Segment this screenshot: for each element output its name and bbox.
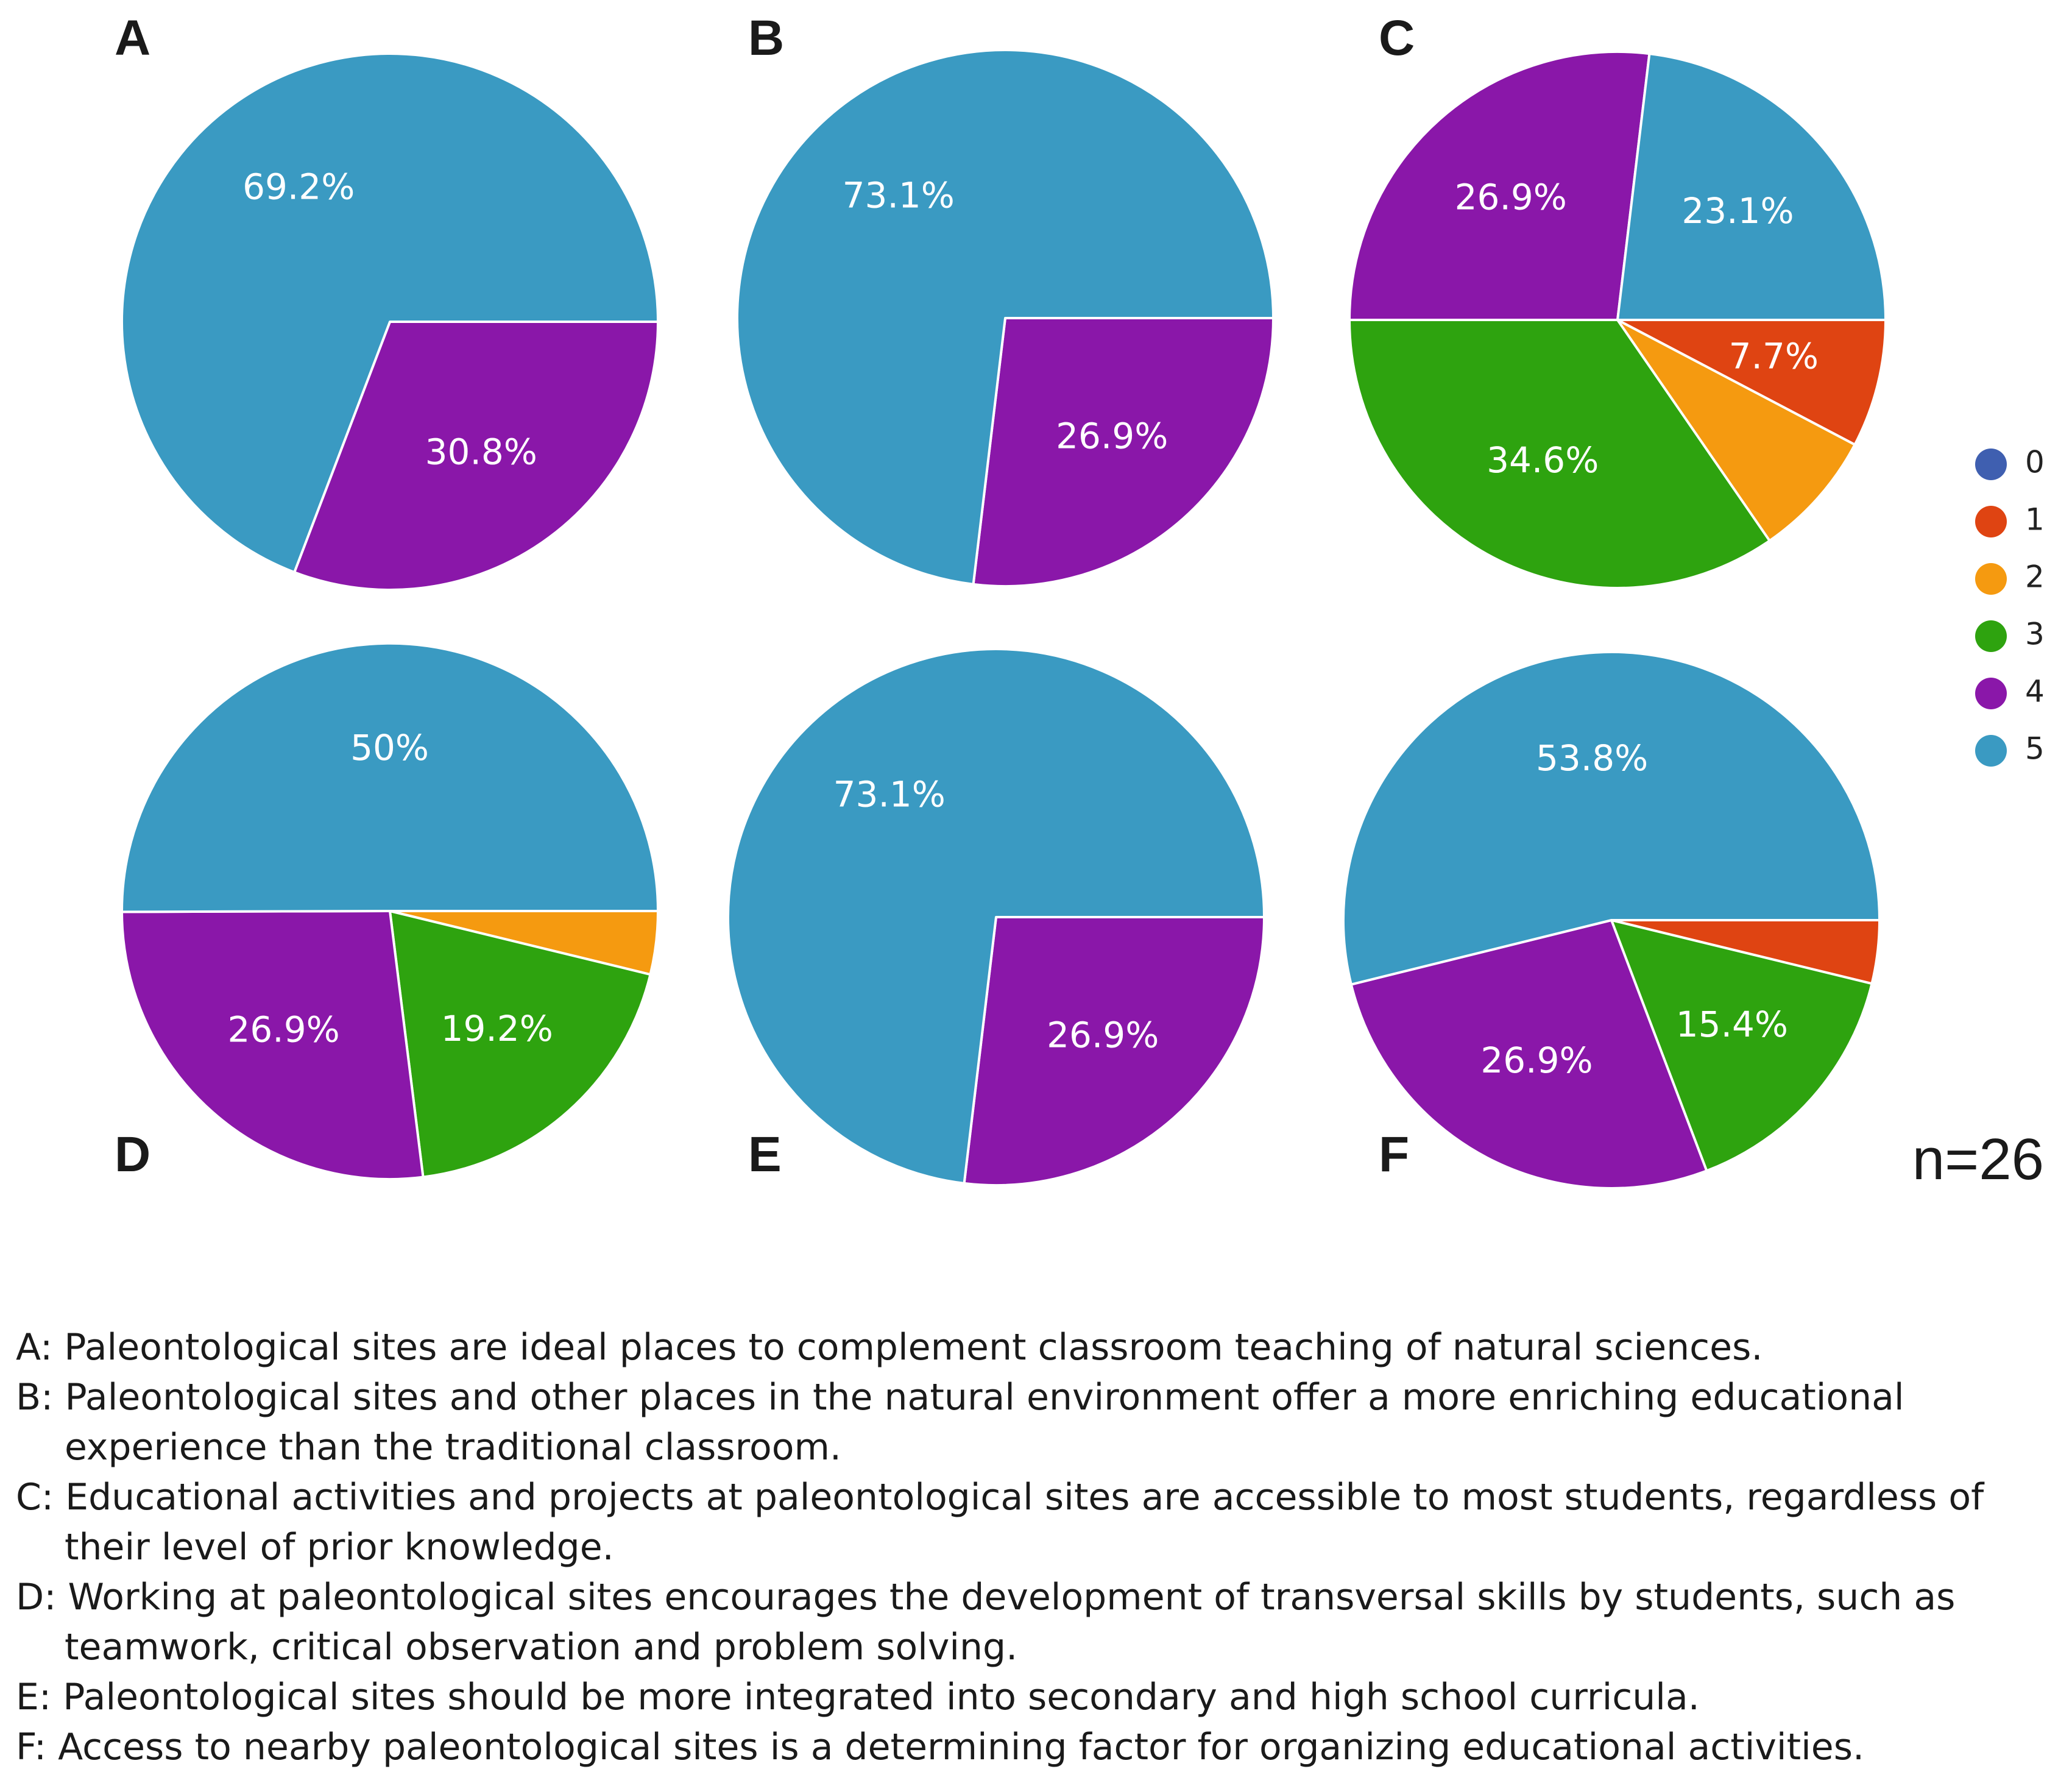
legend-label-0: 0 [2025, 445, 2045, 480]
pie-a-slice-5 [121, 52, 659, 574]
legend-label-3: 3 [2025, 617, 2045, 652]
pie-panels: 30.8% 69.2% 26.9% 73.1% 7.7% 34.6% 26.9% 23.1% 1… [121, 49, 1887, 1190]
caption-f: F: Access to nearby paleontological site… [16, 1726, 1865, 1768]
pie-f-slice-5 [1342, 650, 1881, 986]
pie-e-slice-4 [963, 916, 1265, 1187]
legend: 0 1 2 3 4 5 [1975, 445, 2045, 767]
panel-letter-a: A [115, 10, 150, 66]
pie-c-label-4: 26.9% [1455, 177, 1567, 218]
panel-letter-e: E [748, 1127, 782, 1182]
pie-f-label-5: 53.8% [1536, 737, 1648, 779]
pie-c-slice-5 [1616, 52, 1887, 321]
pie-e-slice-5 [727, 648, 1265, 1185]
pie-b: 26.9% 73.1% [736, 49, 1275, 588]
legend-swatch-1 [1975, 506, 2007, 537]
pie-c-label-3: 34.6% [1487, 439, 1599, 481]
pie-b-label-4: 26.9% [1056, 416, 1168, 457]
pie-c-label-5: 23.1% [1681, 190, 1794, 232]
legend-swatch-5 [1975, 735, 2007, 767]
panel-letter-b: B [748, 10, 784, 66]
pie-b-slice-5 [736, 49, 1275, 586]
pie-d-slice-4 [121, 910, 425, 1180]
pie-a-slice-4 [293, 321, 659, 591]
pie-d-label-5: 50% [350, 727, 429, 768]
pie-c-slice-2 [1616, 319, 1856, 542]
panel-letter-d: D [115, 1127, 150, 1182]
sample-size-label: n=26 [1912, 1127, 2044, 1192]
pie-b-label-5: 73.1% [843, 175, 955, 216]
panel-letter-f: F [1379, 1127, 1409, 1182]
pie-d-slice-5 [121, 642, 659, 913]
legend-label-2: 2 [2025, 559, 2045, 595]
caption-c: C: Educational activities and projects a… [16, 1476, 1984, 1569]
caption-a: A: Paleontological sites are ideal place… [16, 1326, 1763, 1369]
pie-d-slice-3 [389, 910, 652, 1179]
pie-f-slice-3 [1610, 919, 1873, 1172]
pie-f-label-3: 15.4% [1676, 1004, 1788, 1045]
pie-c-slice-3 [1348, 319, 1771, 589]
pie-f-slice-4 [1349, 919, 1708, 1190]
legend-label-4: 4 [2025, 674, 2045, 709]
legend-swatch-0 [1975, 449, 2007, 480]
pie-e: 26.9% 73.1% [727, 648, 1265, 1187]
caption-d: D: Working at paleontological sites enco… [16, 1576, 1956, 1668]
caption-list: A: Paleontological sites are ideal place… [16, 1322, 2063, 1772]
pie-d: 19.2% 26.9% 50% [121, 642, 659, 1180]
pie-e-label-4: 26.9% [1047, 1015, 1159, 1056]
pie-d-label-3: 19.2% [441, 1008, 553, 1049]
pie-a-label-4: 30.8% [425, 431, 537, 473]
legend-label-1: 1 [2025, 502, 2045, 537]
pie-c-slice-1 [1616, 319, 1887, 446]
legend-swatch-2 [1975, 563, 2007, 595]
legend-label-5: 5 [2025, 731, 2045, 767]
pie-d-label-4: 26.9% [227, 1009, 339, 1050]
pie-c-slice-4 [1348, 50, 1651, 321]
pie-e-label-5: 73.1% [833, 774, 946, 815]
legend-swatch-4 [1975, 678, 2007, 709]
pie-a-label-5: 69.2% [242, 166, 355, 208]
pie-a: 30.8% 69.2% [121, 52, 659, 591]
caption-e: E: Paleontological sites should be more … [16, 1676, 1700, 1718]
pie-f-label-4: 26.9% [1480, 1040, 1593, 1081]
panel-letter-c: C [1379, 10, 1415, 66]
pie-b-slice-4 [972, 317, 1275, 588]
pie-chart-figure: 30.8% 69.2% 26.9% 73.1% 7.7% 34.6% 26.9% 23.1% 1… [115, 10, 2045, 1192]
legend-swatch-3 [1975, 620, 2007, 652]
pie-c-label-1: 7.7% [1729, 335, 1819, 377]
caption-b: B: Paleontological sites and other place… [16, 1376, 1904, 1469]
pie-c: 7.7% 34.6% 26.9% 23.1% [1348, 50, 1887, 589]
pie-f: 15.4% 26.9% 53.8% [1342, 650, 1881, 1190]
